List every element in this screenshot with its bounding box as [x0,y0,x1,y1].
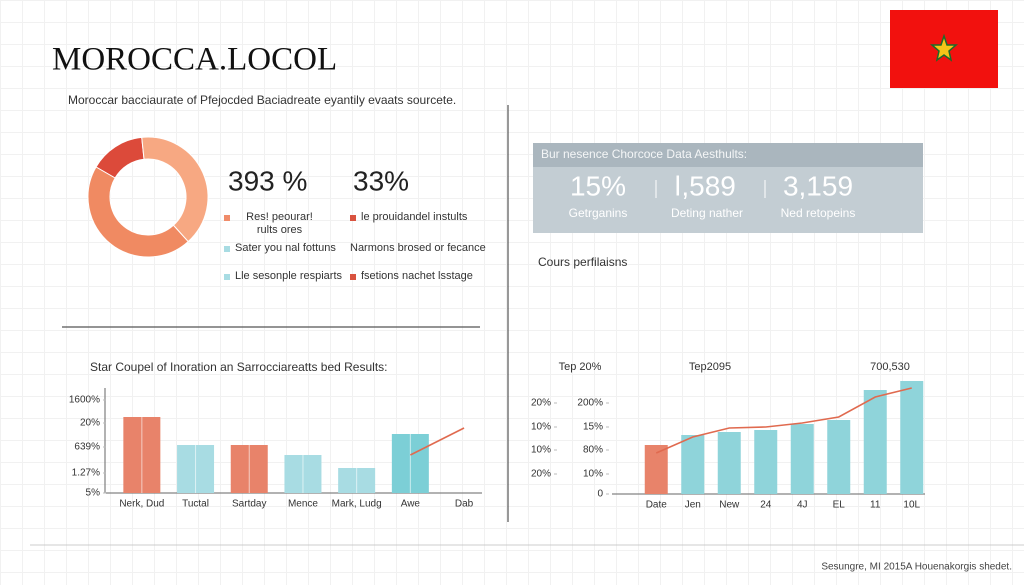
stats-panel: Bur nesence Chorcoce Data Aesthults: 15%… [533,143,923,233]
y-tick-label: 10% [531,445,551,456]
legend-label: fsetions nachet lsstage [361,270,473,282]
y-tick-label: 639% [74,442,100,453]
stats-header-bg [533,143,923,167]
x-tick-label: Nerk, Dud [119,499,164,510]
x-tick-label: Mark, Ludg [332,499,382,510]
subtitle: Moroccar bacciaurate of Pfejocded Baciad… [68,93,456,107]
annotation: Tep 20% [559,361,602,373]
stat-value: 15% [570,170,626,201]
y-tick-label: 20% [80,418,100,429]
flag-star [929,33,959,62]
legend-swatch [224,274,230,280]
bar [717,432,741,494]
legend-swatch [350,215,356,221]
legend-swatch [224,215,230,221]
donut-segment [141,136,209,243]
annotation: Tep2095 [689,361,731,373]
line-series [409,427,465,456]
bar [754,430,778,494]
y-tick-label: 0 [597,489,603,500]
y-tick-label: 15% [583,422,603,433]
legend-item: fsetions nachet lsstage [350,270,490,283]
note: Cours perfilaisns [538,255,627,269]
x-tick-label: EL [833,500,846,511]
y-tick-label: 200% [577,398,603,409]
y-tick-label: 1600% [69,395,100,406]
legend-swatch [224,246,230,252]
title: MOROCCA.LOCOL [52,42,337,78]
y-tick-label: 5% [86,488,101,499]
big-figure: 393 % [228,165,307,196]
y-tick-label: 20% [531,398,551,409]
x-tick-label: Mence [288,499,318,510]
bar [863,390,887,494]
legend-item: Lle sesonple respiarts [224,270,344,283]
stats-title: Bur nesence Chorcoce Data Aesthults: [541,147,747,161]
x-tick-label: 4J [797,500,808,511]
flag [890,10,998,88]
x-tick-label: 11 [870,500,881,511]
x-tick-label: Tuctal [182,499,209,510]
x-tick-label: Sartday [232,499,266,510]
big-figure: 33% [353,165,409,196]
bar [681,435,705,494]
stat-label: Ned retopeins [781,206,856,220]
stat-label: Deting nather [671,206,743,220]
legend-item: Narmons brosed or fecance [350,242,500,255]
legend-label: le prouidandel instults [361,211,468,223]
legend-label: Lle sesonple respiarts [235,270,343,282]
stat-value: ǀ,589 [674,170,736,201]
x-tick-label: 10L [903,500,920,511]
bar [790,424,814,494]
y-tick-label: 20% [531,469,551,480]
y-tick-label: 80% [583,445,603,456]
annotation: 700,530 [870,361,910,373]
legend-swatch [350,274,356,280]
legend-item: Res! peourar! rults ores [224,211,324,237]
stat-value: 3,159 [783,170,853,201]
x-tick-label: Dab [455,499,474,510]
legend-item: Sater you nal fottuns [224,242,344,255]
legend-label: Narmons brosed or fecance [350,242,486,254]
x-tick-label: Awe [401,499,421,510]
legend-label: Sater you nal fottuns [235,242,336,254]
bar [827,420,851,494]
donut-segment [87,166,189,258]
x-tick-label: 24 [760,500,772,511]
y-tick-label: 10% [583,469,603,480]
stat-label: Getrganins [569,206,628,220]
bar [900,381,924,494]
footer: Sesungre, MI 2015A Houenakorgis shedet. [821,562,1012,573]
bar [644,445,668,494]
x-tick-label: Jen [685,500,701,511]
y-tick-label: 10% [531,422,551,433]
legend-item: le prouidandel instults [350,211,490,224]
x-tick-label: New [719,500,740,511]
chart-title: Star Coupel of Inoration an Sarrocciarea… [90,360,388,374]
legend-label: Res! peourar! rults ores [246,211,313,236]
line-series [655,387,912,454]
x-tick-label: Date [646,500,668,511]
y-tick-label: 1.27% [72,468,100,479]
